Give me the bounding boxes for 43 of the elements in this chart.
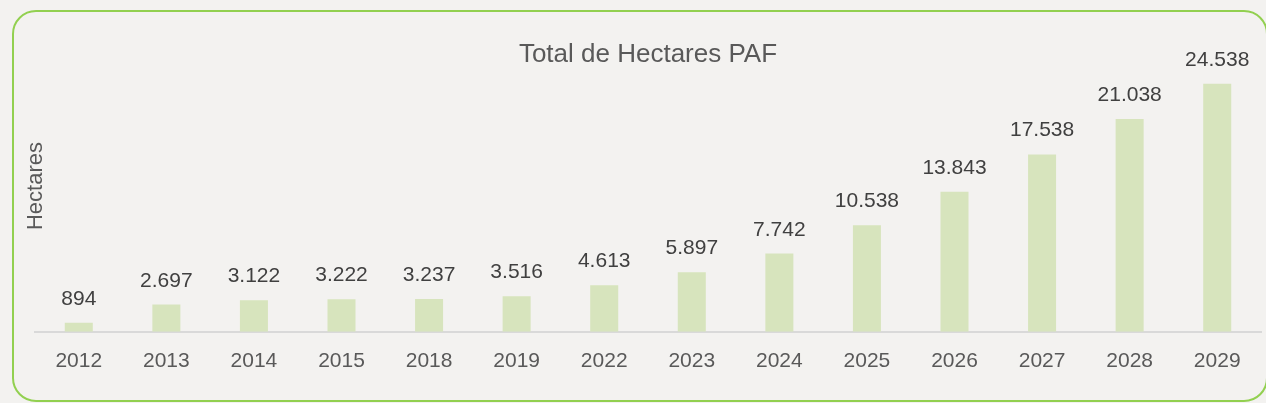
data-label: 4.613: [577, 248, 631, 272]
data-label: 10.538: [834, 188, 900, 212]
bar: [1115, 119, 1144, 332]
x-tick-label: 2015: [318, 348, 365, 372]
data-label: 2.697: [140, 267, 193, 291]
bar: [1203, 83, 1232, 332]
x-tick-label: 2027: [1018, 348, 1066, 372]
x-tick-label: 2014: [230, 348, 278, 372]
x-tick-label: 2028: [1106, 348, 1153, 372]
data-label: 3.222: [315, 262, 368, 286]
data-label: 13.843: [922, 154, 987, 178]
x-tick-label: 2012: [55, 348, 103, 372]
bar: [415, 299, 444, 332]
data-label: 894: [61, 285, 97, 309]
x-tick-label: 2018: [405, 348, 453, 372]
data-label: 21.038: [1097, 82, 1162, 106]
bar: [940, 191, 969, 332]
x-tick-label: 2024: [756, 348, 804, 372]
bar: [239, 300, 268, 332]
x-tick-label: 2026: [931, 348, 978, 372]
bar: [590, 285, 619, 332]
data-label: 3.237: [402, 262, 456, 286]
bar: [765, 253, 794, 332]
x-tick-label: 2019: [493, 348, 540, 372]
x-tick-label: 2013: [143, 348, 190, 372]
x-tick-label: 2025: [843, 348, 891, 372]
x-tick-label: 2029: [1193, 348, 1241, 372]
bar: [327, 299, 356, 332]
data-label: 3.516: [490, 259, 543, 283]
data-label: 7.742: [753, 216, 806, 240]
chart-title: Total de Hectares PAF: [518, 38, 778, 68]
x-tick-label: 2023: [668, 348, 716, 372]
y-axis-title: Hectares: [22, 141, 47, 231]
data-label: 3.122: [227, 263, 281, 287]
bar: [152, 304, 181, 332]
data-label: 5.897: [665, 235, 719, 259]
bar: [852, 225, 881, 332]
data-label: 24.538: [1185, 46, 1250, 70]
bar: [1028, 154, 1057, 332]
x-tick-label: 2022: [580, 348, 628, 372]
bar: [502, 296, 531, 332]
data-label: 17.538: [1009, 117, 1075, 141]
bar: [677, 272, 706, 332]
